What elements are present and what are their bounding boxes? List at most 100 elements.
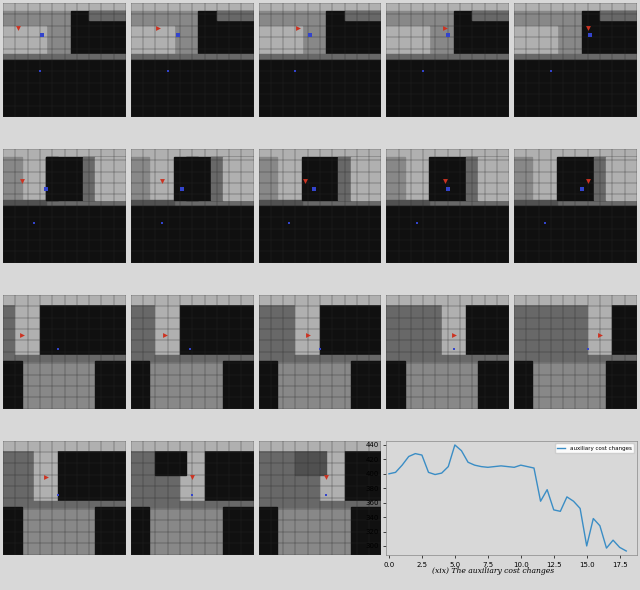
Bar (174, 157, 253, 200)
Bar (180, 295, 253, 358)
Bar (514, 295, 637, 358)
Bar (3, 361, 22, 409)
Bar (95, 507, 126, 555)
Bar (259, 200, 301, 206)
Bar (582, 11, 637, 54)
auxiliary cost changes (616, 544, 623, 551)
Bar (131, 295, 253, 304)
Bar (3, 507, 22, 555)
Bar (387, 200, 429, 206)
auxiliary cost changes (557, 508, 564, 515)
Bar (387, 54, 509, 60)
Bar (387, 3, 509, 11)
Bar (180, 441, 205, 503)
Bar (514, 11, 582, 54)
Bar (131, 355, 253, 361)
Bar (3, 441, 126, 503)
Bar (514, 3, 637, 11)
Bar (3, 200, 46, 206)
auxiliary cost changes (603, 545, 611, 552)
Bar (259, 26, 301, 54)
Bar (3, 54, 126, 60)
Bar (223, 361, 253, 409)
Bar (156, 295, 180, 358)
Bar (131, 157, 174, 200)
auxiliary cost changes (530, 464, 538, 471)
Line: auxiliary cost changes: auxiliary cost changes (389, 445, 627, 551)
Bar (131, 206, 253, 263)
auxiliary cost changes (563, 493, 571, 500)
Bar (514, 54, 637, 60)
Bar (387, 295, 509, 304)
Bar (205, 441, 253, 503)
Bar (514, 206, 637, 263)
Bar (301, 200, 381, 206)
Bar (301, 157, 381, 200)
auxiliary cost changes (471, 461, 479, 468)
Bar (351, 157, 381, 200)
Bar (3, 60, 126, 117)
Bar (259, 361, 277, 409)
auxiliary cost changes (583, 542, 591, 549)
Bar (156, 446, 186, 475)
Bar (259, 60, 381, 117)
Bar (198, 11, 253, 54)
Bar (454, 11, 509, 54)
Bar (186, 157, 198, 200)
Bar (557, 157, 637, 200)
Bar (211, 157, 253, 200)
Bar (514, 157, 557, 200)
Bar (131, 441, 253, 450)
Bar (514, 60, 637, 117)
Bar (15, 295, 40, 358)
Bar (259, 295, 308, 358)
Bar (387, 157, 429, 200)
Bar (3, 157, 46, 200)
Bar (40, 295, 126, 358)
Bar (514, 355, 637, 361)
auxiliary cost changes (517, 461, 525, 468)
Bar (3, 355, 126, 361)
Text: (xix) The auxiliary cost changes: (xix) The auxiliary cost changes (432, 567, 554, 575)
Bar (83, 157, 126, 200)
Bar (95, 157, 126, 200)
Bar (606, 361, 637, 409)
Bar (344, 11, 381, 20)
Bar (131, 157, 149, 200)
auxiliary cost changes (623, 548, 630, 555)
Bar (387, 295, 454, 358)
Bar (3, 157, 22, 200)
Bar (131, 441, 253, 503)
Bar (95, 361, 126, 409)
Bar (3, 206, 126, 263)
Bar (387, 361, 404, 409)
Bar (89, 11, 126, 20)
auxiliary cost changes (543, 486, 551, 493)
Bar (3, 501, 126, 507)
Bar (3, 295, 126, 304)
auxiliary cost changes (524, 463, 531, 470)
Bar (514, 200, 557, 206)
Bar (131, 295, 168, 358)
Bar (387, 157, 404, 200)
auxiliary cost changes (570, 498, 577, 505)
auxiliary cost changes (425, 469, 433, 476)
Bar (387, 206, 509, 263)
Bar (3, 441, 126, 450)
auxiliary cost changes (444, 463, 452, 470)
Bar (46, 200, 126, 206)
Legend: auxiliary cost changes: auxiliary cost changes (555, 444, 634, 453)
Bar (326, 11, 381, 54)
Bar (3, 26, 46, 54)
Bar (3, 507, 126, 555)
Bar (479, 157, 509, 200)
auxiliary cost changes (504, 463, 511, 470)
Bar (259, 3, 381, 11)
Bar (296, 295, 320, 358)
auxiliary cost changes (464, 458, 472, 466)
Bar (514, 149, 637, 157)
Bar (3, 295, 28, 358)
Bar (259, 441, 332, 503)
Bar (606, 157, 637, 200)
Bar (259, 149, 381, 157)
